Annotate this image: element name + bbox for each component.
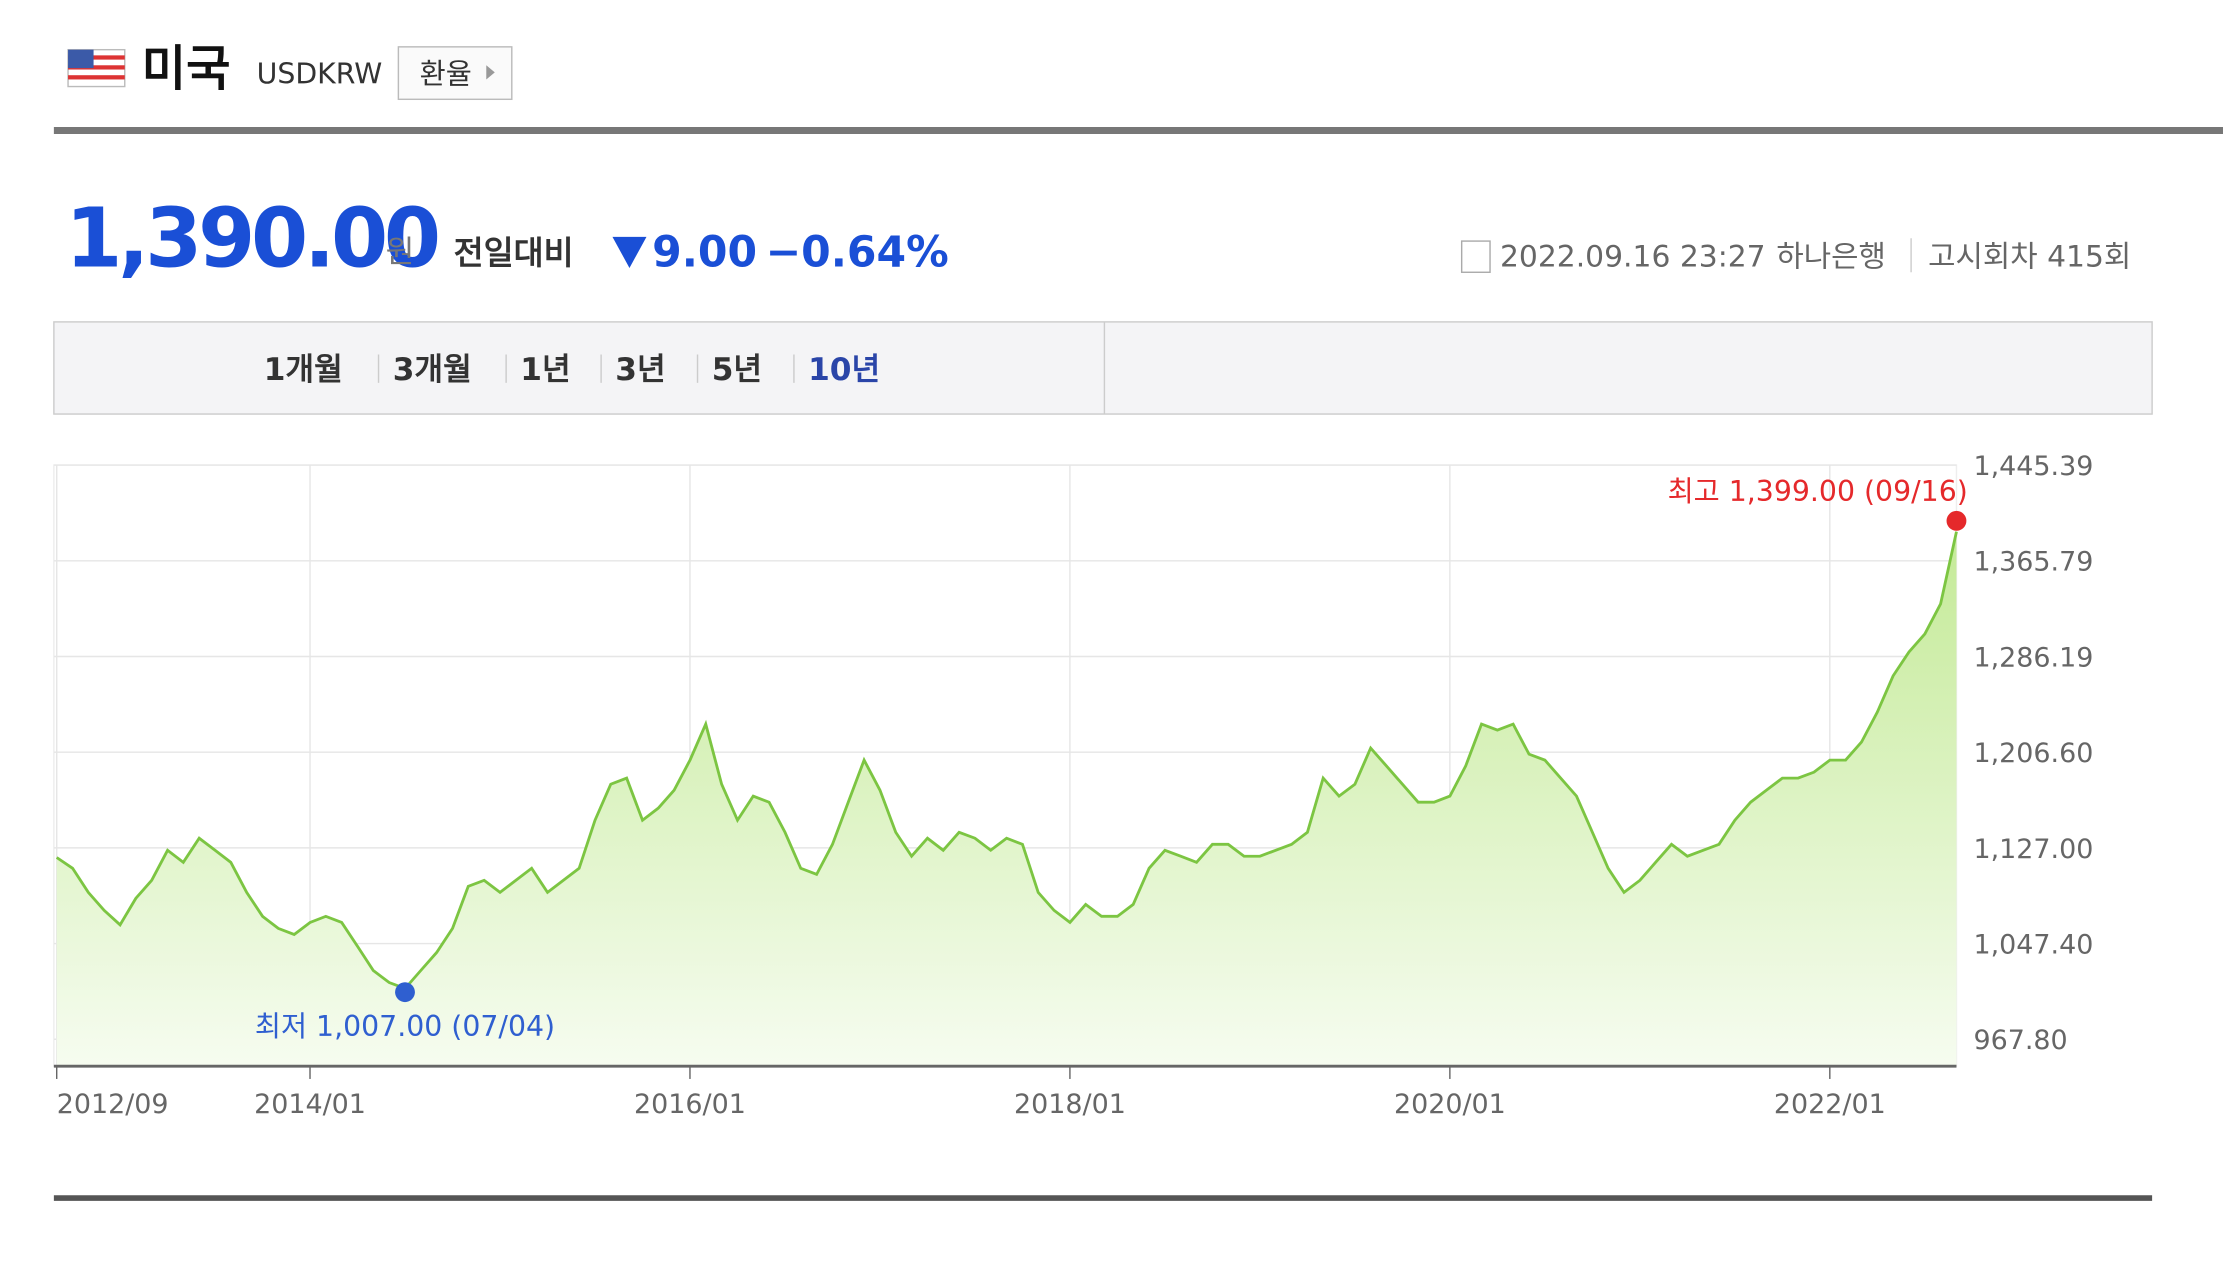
y-tick-label: 967.80 bbox=[1973, 1025, 2067, 1056]
x-tick-label: 2020/01 bbox=[1394, 1089, 1506, 1120]
calendar-icon bbox=[1460, 240, 1491, 273]
down-arrow bbox=[612, 236, 647, 269]
x-tick-label: 2012/09 bbox=[57, 1089, 169, 1120]
rate-button-label[interactable]: 환율 bbox=[420, 58, 472, 91]
y-tick-label: 1,206.60 bbox=[1973, 738, 2093, 769]
low-label: 최저 1,007.00 (07/04) bbox=[255, 1010, 555, 1043]
datetime: 2022.09.16 23:27 bbox=[1500, 240, 1766, 275]
high-label: 최고 1,399.00 (09/16) bbox=[1668, 475, 1968, 508]
y-tick-label: 1,286.19 bbox=[1973, 642, 2093, 673]
period-tab[interactable]: 1년 bbox=[520, 352, 570, 388]
bank: 하나은행 bbox=[1776, 240, 1886, 275]
y-tick-label: 1,127.00 bbox=[1973, 834, 2093, 865]
high-point bbox=[1946, 510, 1967, 531]
flag bbox=[67, 48, 126, 88]
period-tab[interactable]: 3년 bbox=[615, 352, 665, 388]
low-point bbox=[395, 982, 415, 1003]
x-tick-label: 2014/01 bbox=[254, 1089, 366, 1120]
y-tick-label: 1,365.79 bbox=[1973, 547, 2093, 578]
y-tick-label: 1,047.40 bbox=[1973, 929, 2093, 960]
change-label: 전일대비 bbox=[454, 234, 574, 272]
notice: 고시회차 415회 bbox=[1928, 240, 2131, 275]
tab-bar bbox=[53, 321, 2153, 415]
period-tab[interactable]: 3개월 bbox=[393, 352, 472, 388]
period-tab[interactable]: 5년 bbox=[712, 352, 762, 388]
price: 1,390.00 bbox=[65, 192, 438, 287]
country: 미국 bbox=[142, 41, 231, 97]
x-tick-label: 2018/01 bbox=[1014, 1089, 1126, 1120]
code: USDKRW bbox=[257, 58, 383, 91]
y-tick-label: 1,445.39 bbox=[1973, 451, 2093, 482]
x-tick-label: 2022/01 bbox=[1774, 1089, 1886, 1120]
line bbox=[55, 531, 1958, 991]
period-tab[interactable]: 1개월 bbox=[264, 352, 343, 388]
period-tab[interactable]: 10년 bbox=[808, 352, 880, 388]
x-tick-label: 2016/01 bbox=[634, 1089, 746, 1120]
area bbox=[56, 531, 1957, 1067]
change: 9.00 bbox=[652, 229, 757, 278]
change-pct: −0.64% bbox=[766, 229, 949, 278]
arrow bbox=[486, 65, 495, 80]
unit: 원 bbox=[386, 234, 415, 270]
